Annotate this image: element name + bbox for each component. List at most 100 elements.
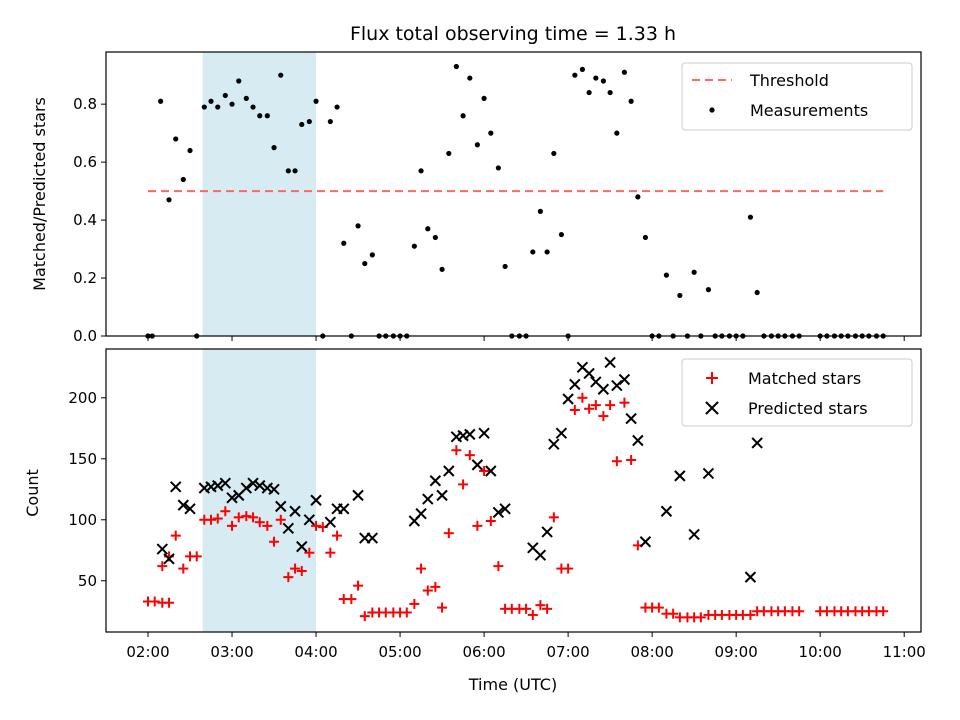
predicted-stars-point (541, 526, 553, 538)
predicted-stars-point (275, 500, 287, 513)
bottom-plot-frame (105, 348, 922, 633)
top-y-axis: 0.0 0.2 0.4 0.6 0.8 (73, 95, 106, 345)
bottom-xtick-label: 08:00 (631, 643, 674, 661)
predicted-stars-point (562, 393, 574, 405)
predicted-stars-point (240, 482, 253, 494)
measurement-point (691, 269, 697, 275)
predicted-stars-point (303, 514, 316, 526)
measurement-point (173, 136, 179, 142)
measurement-point (537, 208, 543, 214)
bottom-observing-window (202, 349, 317, 632)
matched-stars-point (472, 520, 483, 531)
measurement-point (264, 113, 270, 119)
bottom-xtick-label: 09:00 (715, 643, 758, 661)
matched-stars-point (191, 551, 202, 562)
predicted-stars-point (436, 489, 448, 502)
bottom-xtick-label: 06:00 (462, 643, 505, 661)
measurement-point (313, 98, 319, 104)
measurement-point (418, 168, 424, 174)
matched-stars-point (422, 585, 433, 596)
matched-stars-point (695, 612, 706, 623)
matched-stars-point (443, 528, 454, 539)
measurement-point (292, 168, 298, 174)
matched-stars-point (206, 514, 217, 525)
top-x-axis (147, 336, 905, 341)
matched-stars-point (569, 404, 580, 415)
predicted-stars-point (422, 493, 434, 505)
matched-stars-point (290, 563, 301, 574)
measurement-point (551, 150, 557, 157)
predicted-stars-point (625, 412, 637, 425)
top-observing-window (202, 52, 317, 336)
predicted-stars-point (534, 549, 547, 561)
matched-stars-point (212, 513, 223, 524)
predicted-stars-point (247, 477, 259, 489)
measurement-point (439, 266, 445, 272)
bottom-y-axis-label: Count (23, 469, 42, 517)
top-y-axis-label: Matched/Predicted stars (30, 97, 49, 291)
measurement-point (635, 194, 641, 200)
predicted-stars-point (254, 479, 266, 492)
chart-title: Flux total observing time = 1.33 h (350, 23, 676, 45)
matched-stars-point (794, 606, 805, 617)
bottom-ytick-label: 50 (78, 572, 97, 590)
measurement-point (663, 272, 670, 278)
measurement-point (278, 72, 284, 78)
measurement-point (208, 98, 214, 104)
measurement-point (460, 113, 466, 119)
measurement-point (628, 98, 634, 104)
matched-stars-point (521, 603, 532, 614)
predicted-stars-point (660, 505, 673, 517)
matched-stars-point (458, 479, 469, 490)
predicted-stars-legend-swatch (705, 401, 719, 415)
bottom-ytick-label: 150 (68, 450, 97, 468)
top-legend: Threshold Measurements (681, 62, 913, 131)
bottom-legend: Matched stars Predicted stars (681, 358, 913, 427)
matched-stars-legend-label: Matched stars (748, 369, 861, 388)
bottom-xtick-label: 02:00 (126, 643, 169, 661)
matched-stars-point (464, 450, 475, 461)
matched-stars-point (626, 455, 637, 466)
predicted-stars-point (548, 438, 560, 450)
measurement-point (502, 263, 508, 270)
matched-stars-point (563, 563, 574, 574)
matched-stars-point (220, 506, 231, 517)
predicted-stars-point (170, 481, 182, 493)
matched-stars-point (233, 512, 244, 523)
predicted-stars-point (639, 536, 652, 548)
measurement-point (215, 104, 221, 110)
bottom-xtick-label: 04:00 (294, 643, 337, 661)
measurement-point (544, 249, 550, 255)
matched-stars-point (548, 512, 559, 523)
measurement-point (474, 142, 480, 148)
measurement-point (341, 240, 347, 246)
predicted-stars-point (744, 571, 757, 583)
measurement-point (467, 75, 473, 81)
predicted-stars-point (702, 467, 715, 480)
matched-stars-legend-swatch (706, 372, 718, 384)
matched-stars-point (605, 400, 616, 411)
top-plot-frame (105, 51, 922, 337)
matched-stars-point (430, 581, 441, 592)
predicted-stars-point (177, 499, 190, 511)
matched-stars-point (296, 566, 307, 577)
measurement-point (677, 292, 683, 299)
matched-stars-point (542, 603, 553, 614)
top-ytick-label: 0.4 (73, 211, 97, 229)
matched-stars-point (527, 609, 538, 620)
measurements-legend-label: Measurements (750, 101, 868, 120)
measurement-point (166, 197, 172, 203)
predicted-stars-point (611, 379, 623, 392)
predicted-stars-point (555, 427, 568, 439)
measurement-point (432, 234, 438, 241)
predicted-stars-point (324, 516, 337, 528)
predicted-stars-point (499, 503, 511, 515)
measurement-point (572, 72, 578, 78)
measurement-point (299, 121, 305, 128)
matched-stars-point (619, 397, 630, 408)
top-ytick-label: 0.6 (73, 153, 97, 171)
measurement-point (411, 243, 417, 249)
predicted-stars-point (471, 459, 484, 471)
measurement-point (614, 130, 620, 136)
measurement-point (285, 168, 291, 174)
